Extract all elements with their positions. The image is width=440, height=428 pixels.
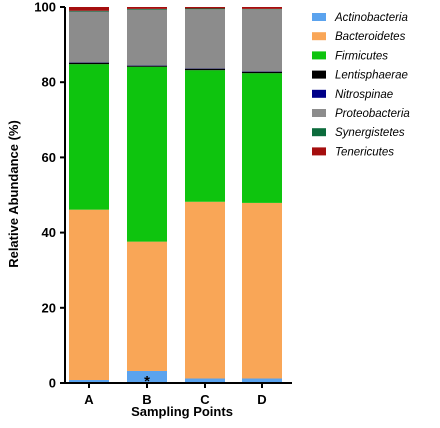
legend-label-actinobacteria: Actinobacteria bbox=[334, 12, 408, 24]
bar-segment-C-lentisphaerae bbox=[185, 68, 225, 71]
legend-swatch-synergistetes bbox=[312, 128, 326, 137]
legend-label-firmicutes: Firmicutes bbox=[335, 50, 388, 62]
legend-swatch-tenericutes bbox=[312, 147, 326, 156]
bar-segment-D-actinobacteria bbox=[242, 378, 282, 383]
y-tick-label-100: 100 bbox=[34, 0, 56, 15]
bar-segment-C-bacteroidetes bbox=[185, 201, 225, 379]
legend-label-bacteroidetes: Bacteroidetes bbox=[335, 31, 406, 43]
legend-label-tenericutes: Tenericutes bbox=[335, 146, 394, 158]
bar-segment-D-tenericutes bbox=[242, 7, 282, 9]
legend-swatch-nitrospinae bbox=[312, 89, 326, 98]
legend-swatch-lentisphaerae bbox=[312, 70, 326, 79]
x-axis-title: Sampling Points bbox=[131, 404, 233, 419]
legend-swatch-actinobacteria bbox=[312, 13, 326, 21]
bar-segment-B-proteobacteria bbox=[127, 9, 167, 66]
bar-segment-A-firmicutes bbox=[69, 64, 109, 210]
bar-segment-D-bacteroidetes bbox=[242, 202, 282, 379]
y-tick-label-40: 40 bbox=[42, 225, 56, 240]
x-tick-label-C: C bbox=[200, 392, 210, 407]
bar-segment-A-tenericutes bbox=[69, 7, 109, 11]
significance-marker-B: * bbox=[144, 373, 150, 390]
legend-swatch-firmicutes bbox=[312, 51, 326, 60]
bar-segment-C-actinobacteria bbox=[185, 378, 225, 383]
bar-segment-A-actinobacteria bbox=[69, 379, 109, 383]
bar-segment-D-proteobacteria bbox=[242, 9, 282, 72]
bar-segment-A-bacteroidetes bbox=[69, 209, 109, 380]
legend-label-proteobacteria: Proteobacteria bbox=[335, 108, 410, 120]
bar-segment-C-tenericutes bbox=[185, 7, 225, 9]
bar-segment-B-actinobacteria bbox=[127, 370, 167, 383]
legend-label-lentisphaerae: Lentisphaerae bbox=[335, 70, 408, 82]
y-axis-title: Relative Abundance (%) bbox=[6, 120, 21, 268]
bar-segment-C-synergistetes bbox=[185, 8, 225, 10]
legend: Actinobacteria Bacteroidetes Firmicutes Len… bbox=[312, 12, 410, 158]
legend-label-synergistetes: Synergistetes bbox=[335, 127, 405, 139]
x-tick-label-B: B bbox=[142, 392, 151, 407]
x-tick-label-D: D bbox=[257, 392, 266, 407]
legend-label-nitrospinae: Nitrospinae bbox=[335, 89, 393, 101]
bar-segment-C-firmicutes bbox=[185, 70, 225, 202]
bar-segment-A-synergistetes bbox=[69, 10, 109, 12]
bar-segment-B-lentisphaerae bbox=[127, 65, 167, 67]
legend-swatch-proteobacteria bbox=[312, 109, 326, 117]
bar-segment-A-lentisphaerae bbox=[69, 62, 109, 65]
legend-swatch-bacteroidetes bbox=[312, 32, 326, 41]
bar-segment-B-synergistetes bbox=[127, 8, 167, 10]
bar-segment-C-proteobacteria bbox=[185, 9, 225, 69]
y-tick-label-20: 20 bbox=[42, 300, 56, 315]
bar-segment-D-firmicutes bbox=[242, 73, 282, 203]
bar-segment-B-bacteroidetes bbox=[127, 241, 167, 371]
bars-layer: * bbox=[69, 7, 282, 390]
axes-layer: 0 20 40 60 80 100 A B C D bbox=[34, 0, 292, 407]
y-tick-label-60: 60 bbox=[42, 150, 56, 165]
bar-segment-A-proteobacteria bbox=[69, 11, 109, 63]
bar-segment-D-lentisphaerae bbox=[242, 71, 282, 74]
x-tick-label-A: A bbox=[84, 392, 94, 407]
bar-segment-B-firmicutes bbox=[127, 66, 167, 242]
y-tick-label-80: 80 bbox=[42, 75, 56, 90]
bar-segment-B-tenericutes bbox=[127, 7, 167, 9]
y-tick-label-0: 0 bbox=[49, 376, 56, 391]
